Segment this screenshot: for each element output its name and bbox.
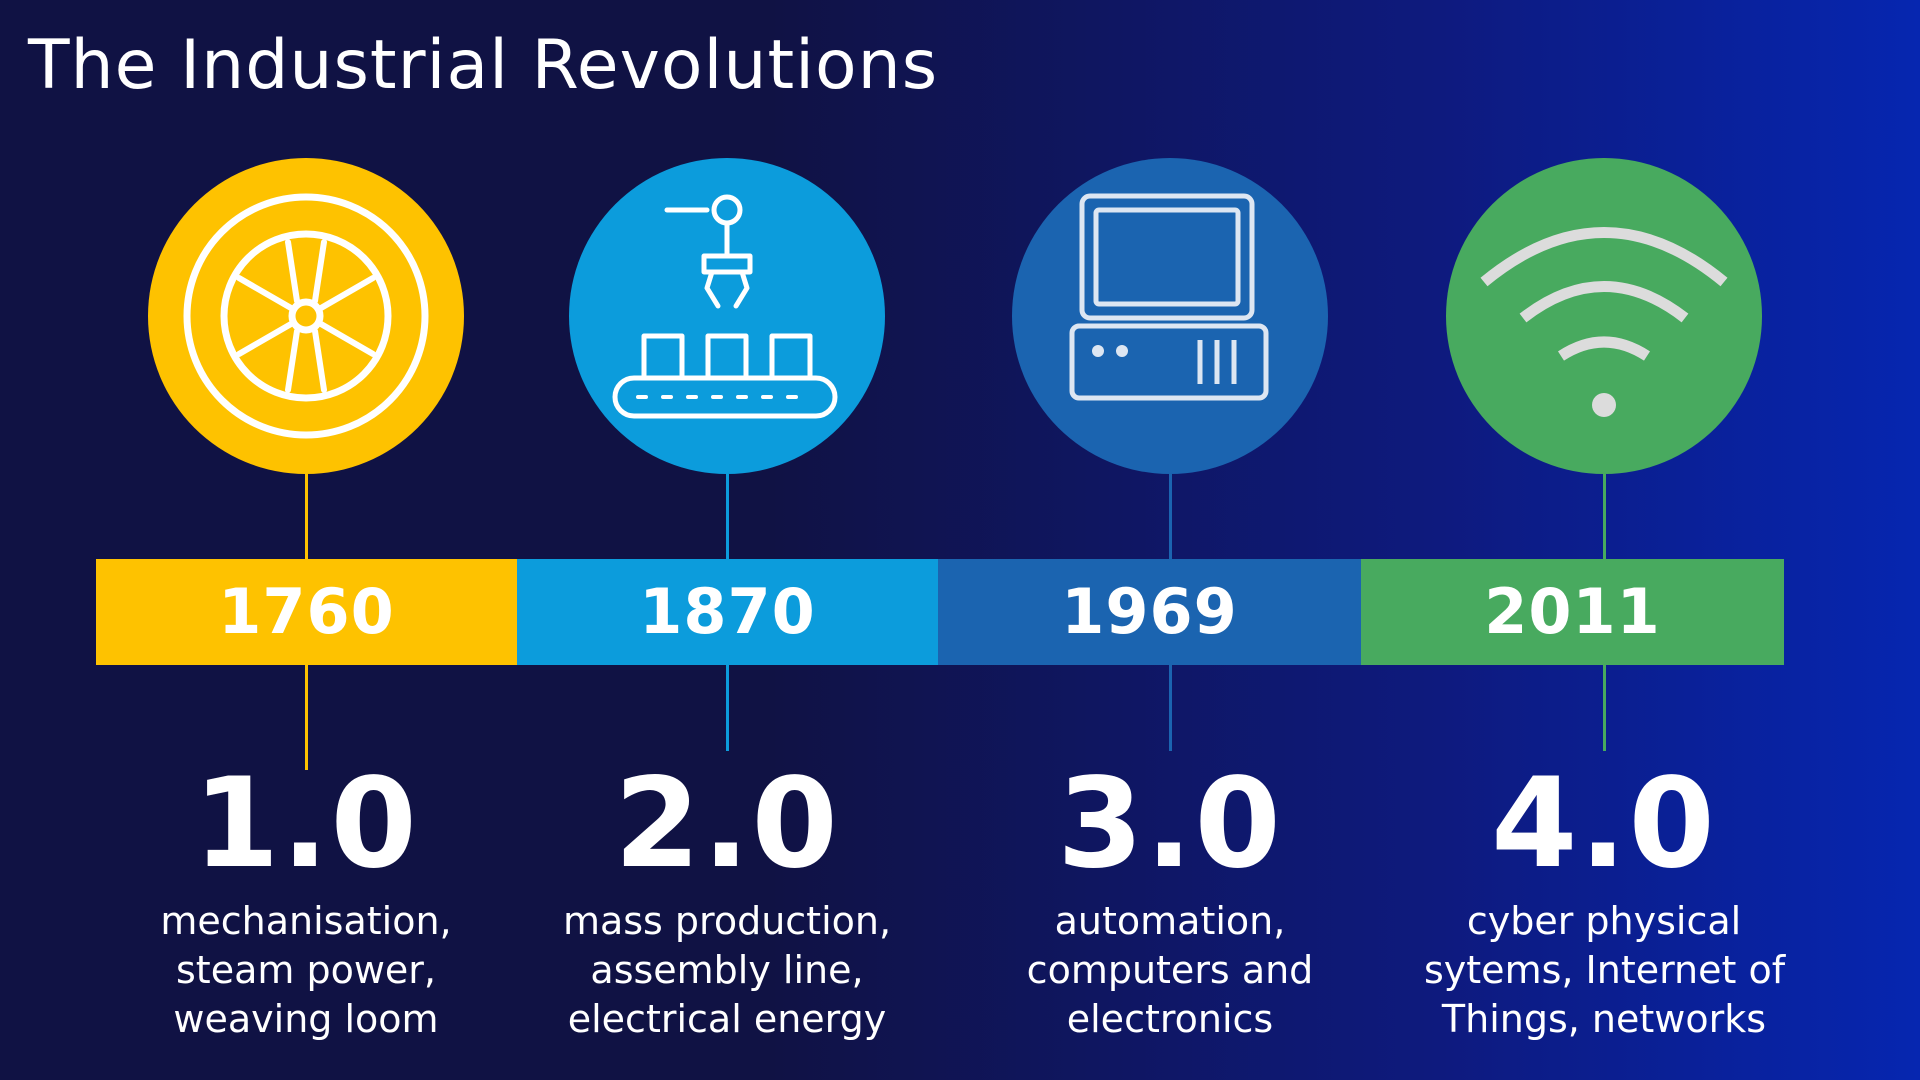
era-4: 4.0 cyber physical sytems, Internet of T… <box>1424 0 1786 1080</box>
era-1-description: mechanisation, steam power, weaving loom <box>126 897 486 1044</box>
wheel-icon <box>183 193 429 439</box>
era-4-circle <box>1446 158 1762 474</box>
era-1-version: 1.0 <box>193 752 419 896</box>
timeline-band: 1760 1870 1969 2011 <box>96 559 1784 665</box>
era-3-description-line: electronics <box>1066 997 1274 1041</box>
era-3-connector-bottom <box>1169 665 1172 751</box>
year-segment-2011: 2011 <box>1361 559 1784 665</box>
page-title: The Industrial Revolutions <box>28 26 939 105</box>
era-2-circle <box>569 158 885 474</box>
era-2-version: 2.0 <box>614 752 840 896</box>
wifi-icon <box>1480 227 1728 417</box>
era-3-version: 3.0 <box>1057 752 1283 896</box>
era-2: 2.0 mass production, assembly line, elec… <box>547 0 907 1080</box>
era-4-version: 4.0 <box>1491 752 1717 896</box>
era-4-connector-bottom <box>1603 665 1606 751</box>
conveyor-robot-arm-icon <box>612 194 838 419</box>
era-3-description: automation, computers and electronics <box>990 897 1350 1044</box>
era-4-description: cyber physical sytems, Internet of Thing… <box>1424 897 1786 1044</box>
year-segment-1870: 1870 <box>517 559 938 665</box>
year-segment-1969: 1969 <box>938 559 1361 665</box>
era-2-connector-bottom <box>726 665 729 751</box>
era-4-description-line: Things, networks <box>1441 997 1767 1041</box>
era-4-description-line: cyber physical <box>1466 899 1742 943</box>
era-3-description-line: computers and <box>1026 948 1314 992</box>
era-3-circle <box>1012 158 1328 474</box>
era-2-connector-top <box>726 474 729 559</box>
era-3-connector-top <box>1169 474 1172 559</box>
era-3-description-line: automation, <box>1054 899 1286 943</box>
era-1-description-line: mechanisation, <box>160 899 452 943</box>
era-2-description-line: mass production, <box>562 899 892 943</box>
computer-icon <box>1069 193 1269 401</box>
era-1-description-line: weaving loom <box>173 997 439 1041</box>
era-1-description-line: steam power, <box>176 948 436 992</box>
era-1-connector-bottom <box>305 665 308 770</box>
era-1-connector-top <box>305 474 308 559</box>
era-4-description-line: sytems, Internet of <box>1424 948 1786 992</box>
year-segment-1760: 1760 <box>96 559 517 665</box>
era-2-description-line: assembly line, <box>590 948 864 992</box>
era-1: 1.0 mechanisation, steam power, weaving … <box>126 0 486 1080</box>
era-3: 3.0 automation, computers and electronic… <box>990 0 1350 1080</box>
era-1-circle <box>148 158 464 474</box>
era-4-connector-top <box>1603 474 1606 559</box>
era-2-description: mass production, assembly line, electric… <box>547 897 907 1044</box>
era-2-description-line: electrical energy <box>567 997 887 1041</box>
